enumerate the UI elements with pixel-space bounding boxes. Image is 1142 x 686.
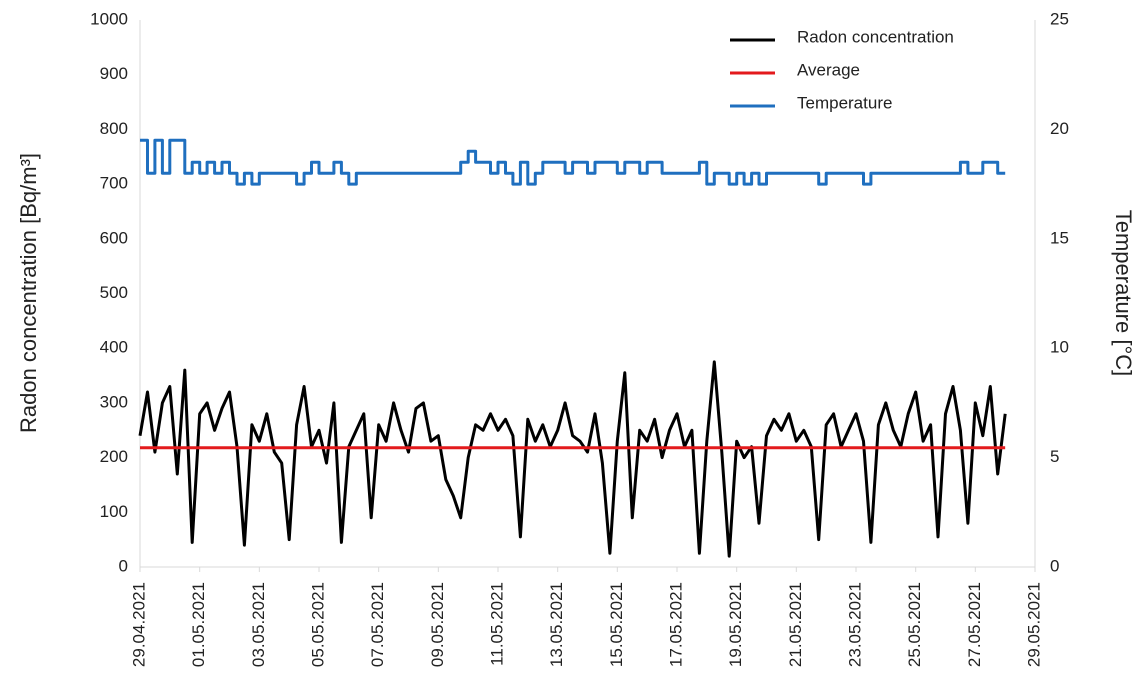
series-line — [138, 360, 1007, 558]
y2-axis-title: Temperature [°C] — [1111, 210, 1136, 377]
y-tick-label: 0 — [119, 556, 128, 575]
y2-tick-label: 0 — [1050, 556, 1059, 575]
x-tick-label: 01.05.2021 — [189, 582, 208, 667]
y2-tick-label: 25 — [1050, 9, 1069, 28]
y-tick-label: 400 — [100, 338, 128, 357]
y2-tick-label: 5 — [1050, 447, 1059, 466]
y2-tick-label: 15 — [1050, 228, 1069, 247]
y2-tick-label: 10 — [1050, 338, 1069, 357]
y-tick-label: 300 — [100, 392, 128, 411]
y-tick-label: 700 — [100, 174, 128, 193]
x-tick-label: 07.05.2021 — [368, 582, 387, 667]
y-tick-label: 600 — [100, 228, 128, 247]
x-tick-label: 23.05.2021 — [845, 582, 864, 667]
y-tick-label: 500 — [100, 283, 128, 302]
y-tick-label: 1000 — [90, 9, 128, 28]
x-tick-label: 19.05.2021 — [726, 582, 745, 667]
x-tick-label: 15.05.2021 — [607, 582, 626, 667]
legend-label: Average — [797, 60, 860, 79]
y-tick-label: 900 — [100, 64, 128, 83]
x-tick-label: 05.05.2021 — [308, 582, 327, 667]
y2-tick-label: 20 — [1050, 119, 1069, 138]
x-tick-label: 21.05.2021 — [786, 582, 805, 667]
series-line — [140, 138, 1006, 186]
legend-label: Radon concentration — [797, 27, 954, 46]
y-tick-label: 800 — [100, 119, 128, 138]
x-tick-label: 17.05.2021 — [666, 582, 685, 667]
y-tick-label: 200 — [100, 447, 128, 466]
x-tick-label: 27.05.2021 — [965, 582, 984, 667]
x-tick-label: 25.05.2021 — [905, 582, 924, 667]
legend-label: Temperature — [797, 93, 892, 112]
y-tick-label: 100 — [100, 502, 128, 521]
x-tick-label: 29.05.2021 — [1024, 582, 1043, 667]
x-tick-label: 09.05.2021 — [428, 582, 447, 667]
x-tick-label: 13.05.2021 — [547, 582, 566, 667]
x-tick-label: 29.04.2021 — [129, 582, 148, 667]
x-tick-label: 03.05.2021 — [249, 582, 268, 667]
x-tick-label: 11.05.2021 — [487, 582, 506, 666]
y-axis-title: Radon concentration [Bq/m³] — [16, 153, 41, 433]
